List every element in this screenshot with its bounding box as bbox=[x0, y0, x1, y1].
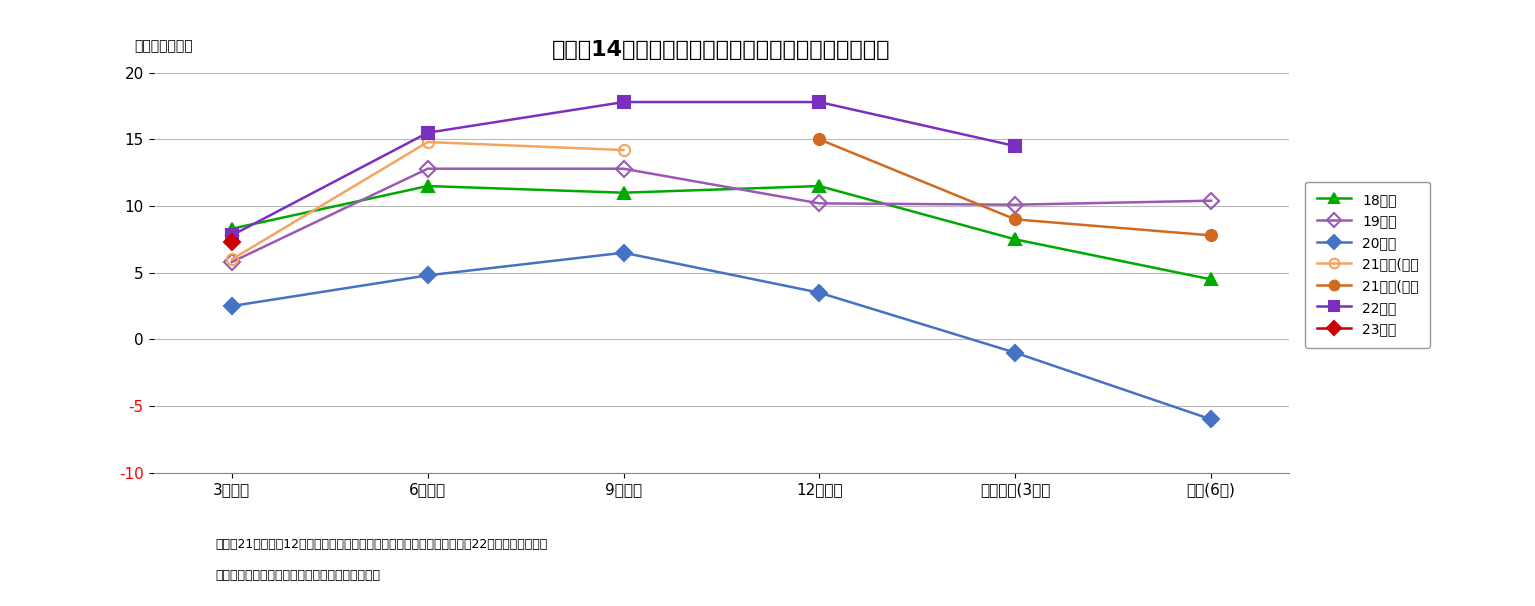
Title: （図表14）ソフトウェア投資計画（全規模・全産業）: （図表14）ソフトウェア投資計画（全規模・全産業） bbox=[553, 40, 890, 60]
Text: （資料）日本銀行「全国企業短期経済観測調査」: （資料）日本銀行「全国企業短期経済観測調査」 bbox=[215, 568, 379, 582]
21年度(新） bbox=[1005, 216, 1024, 223]
Line: 21年度(旧）: 21年度(旧） bbox=[226, 136, 629, 265]
22年度 bbox=[1005, 142, 1024, 150]
Line: 22年度: 22年度 bbox=[226, 96, 1021, 242]
19年度 bbox=[1005, 201, 1024, 208]
22年度 bbox=[810, 98, 829, 105]
20年度 bbox=[1202, 416, 1220, 423]
18年度 bbox=[419, 182, 437, 190]
18年度 bbox=[1202, 276, 1220, 283]
19年度 bbox=[419, 165, 437, 172]
22年度 bbox=[614, 98, 632, 105]
Line: 19年度: 19年度 bbox=[226, 163, 1217, 268]
21年度(新） bbox=[1202, 231, 1220, 239]
18年度 bbox=[1005, 236, 1024, 243]
Legend: 18年度, 19年度, 20年度, 21年度(旧）, 21年度(新）, 22年度, 23年度: 18年度, 19年度, 20年度, 21年度(旧）, 21年度(新）, 22年度… bbox=[1305, 182, 1431, 348]
19年度 bbox=[810, 200, 829, 207]
19年度 bbox=[223, 258, 241, 265]
22年度 bbox=[419, 129, 437, 136]
Text: （注）21年度分＇12月調査は新旧併記、実績見込み以降は新ベース、＃22年度分は新ベース: （注）21年度分＇12月調査は新旧併記、実績見込み以降は新ベース、＃22年度分は… bbox=[215, 538, 546, 551]
22年度 bbox=[223, 231, 241, 239]
20年度 bbox=[1005, 349, 1024, 356]
21年度(旧） bbox=[614, 147, 632, 154]
Line: 21年度(新）: 21年度(新） bbox=[814, 134, 1217, 241]
Line: 18年度: 18年度 bbox=[226, 181, 1217, 285]
18年度 bbox=[614, 189, 632, 196]
19年度 bbox=[614, 165, 632, 172]
Line: 20年度: 20年度 bbox=[226, 247, 1217, 425]
20年度 bbox=[614, 249, 632, 256]
21年度(旧） bbox=[419, 138, 437, 145]
18年度 bbox=[223, 225, 241, 232]
20年度 bbox=[810, 289, 829, 296]
18年度 bbox=[810, 182, 829, 190]
20年度 bbox=[419, 271, 437, 279]
19年度 bbox=[1202, 197, 1220, 204]
20年度 bbox=[223, 302, 241, 310]
21年度(旧） bbox=[223, 256, 241, 263]
Text: （前年比：％）: （前年比：％） bbox=[134, 39, 192, 53]
21年度(新） bbox=[810, 136, 829, 143]
